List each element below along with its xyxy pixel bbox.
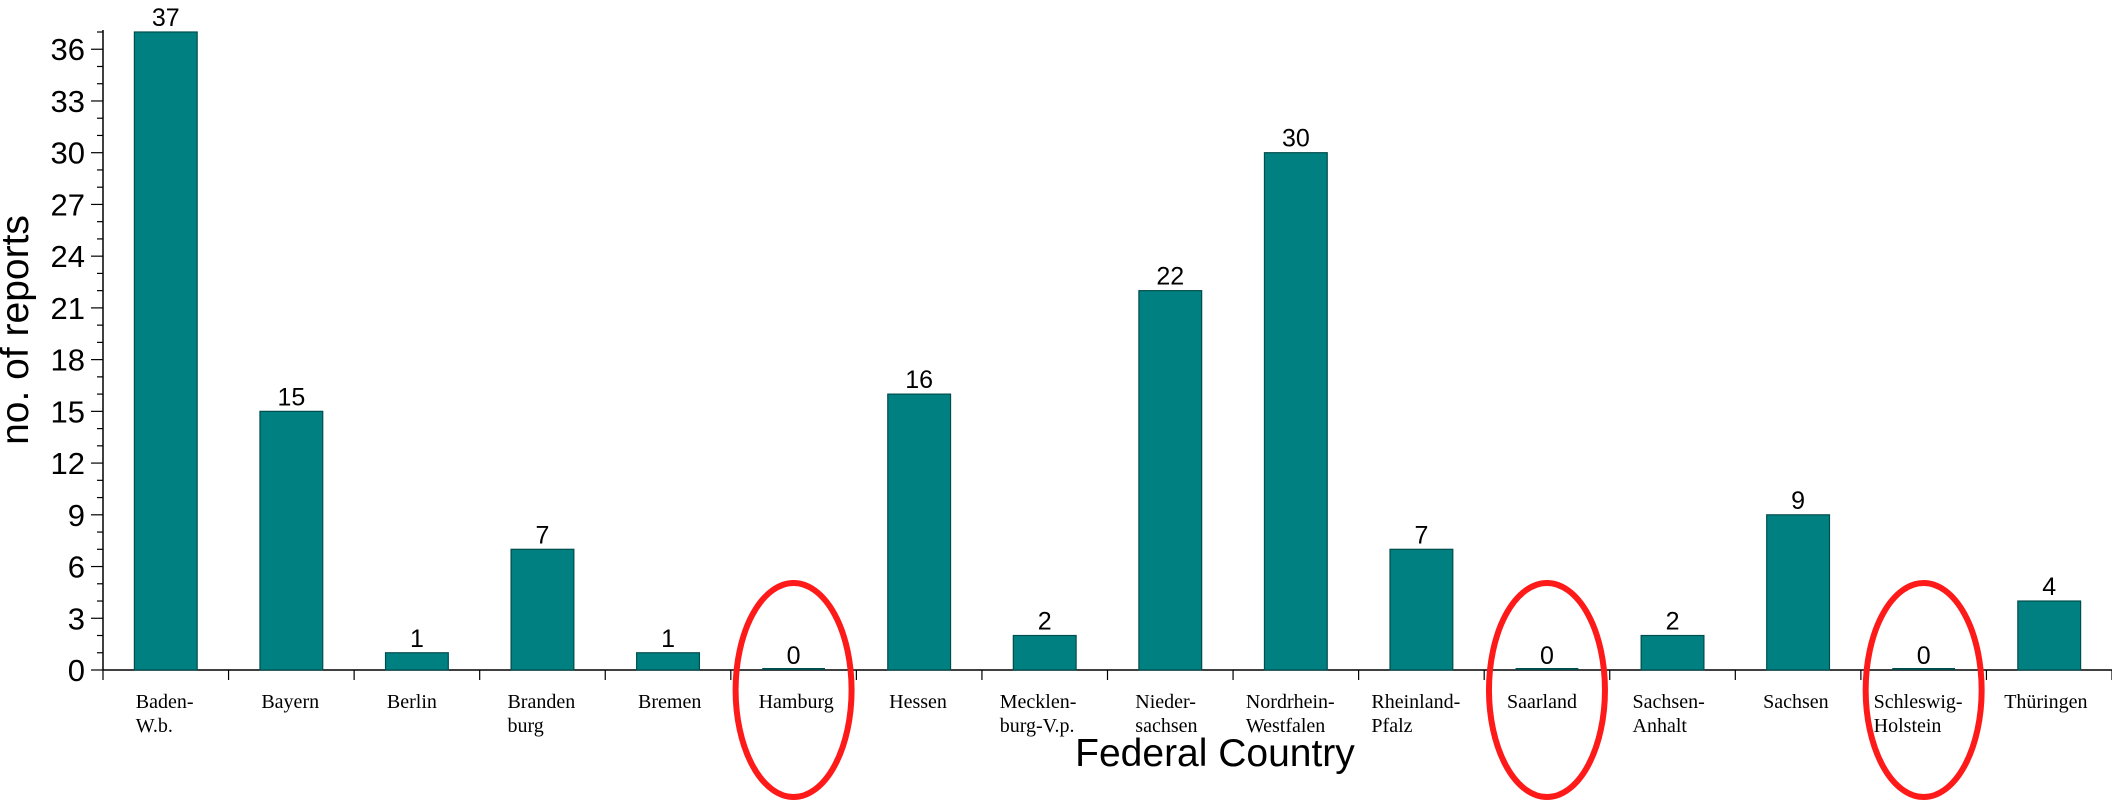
bar: [887, 393, 952, 671]
y-axis-title: no. of reports: [0, 215, 37, 445]
highlight-ellipse: [732, 580, 855, 800]
bar: [636, 652, 701, 671]
x-category-label-line: Saarland: [1507, 691, 1577, 713]
bar-value-label: 4: [2042, 573, 2056, 601]
bar-value-label: 7: [536, 521, 550, 549]
x-category-label: Nordrhein-Westfalen: [1246, 691, 1335, 737]
x-axis: [102, 669, 2112, 680]
highlight-ellipse: [1485, 580, 1608, 800]
bar-value-label: 0: [1917, 642, 1931, 670]
x-category-label: Nieder-sachsen: [1135, 691, 1197, 737]
y-tick-label: 21: [51, 291, 85, 326]
bars: [133, 31, 2082, 671]
x-category-label: Hessen: [889, 691, 947, 713]
bar-value-label: 37: [152, 4, 180, 32]
y-tick-label: 18: [51, 343, 85, 378]
bar: [1766, 514, 1831, 671]
bar-value-label: 0: [1540, 642, 1554, 670]
bar-value-label: 7: [1414, 521, 1428, 549]
bar: [1640, 634, 1705, 671]
x-category-label-line: Anhalt: [1633, 715, 1688, 737]
x-category-label-line: Schleswig-: [1874, 691, 1963, 713]
bar: [1263, 152, 1328, 671]
x-axis-title: Federal Country: [1075, 732, 1355, 775]
bar-value-label: 22: [1156, 263, 1184, 291]
bar: [259, 410, 324, 671]
bar-value-label: 9: [1791, 487, 1805, 515]
y-tick-label: 3: [68, 601, 85, 636]
x-category-label: Bremen: [638, 691, 701, 713]
bar-value-label: 2: [1666, 608, 1680, 636]
x-category-label-line: Pfalz: [1371, 715, 1412, 737]
bar: [1138, 290, 1203, 671]
bar: [1012, 634, 1077, 671]
x-category-label-line: Mecklen-: [1000, 691, 1077, 713]
y-tick-label: 12: [51, 446, 85, 481]
x-category-label: Rheinland-Pfalz: [1371, 691, 1460, 737]
x-category-label-line: Rheinland-: [1371, 691, 1460, 713]
bar: [133, 31, 198, 671]
x-category-label: Bayern: [261, 691, 319, 713]
x-category-label: Sachsen-Anhalt: [1633, 691, 1705, 737]
bar-value-label: 1: [661, 625, 675, 653]
y-tick-label: 9: [68, 498, 85, 533]
category-labels: Baden-W.b. Bayern Berlin Branden burg Bremen H…: [136, 691, 2088, 737]
x-category-label-line: Hessen: [889, 691, 947, 713]
y-tick-label: 33: [51, 84, 85, 119]
x-category-label: Mecklen-burg-V.p.: [1000, 691, 1077, 737]
x-category-label-line: Berlin: [387, 691, 437, 713]
y-tick-label: 15: [51, 394, 85, 429]
x-category-label-line: Westfalen: [1246, 715, 1325, 737]
x-category-label-line: Hamburg: [759, 691, 834, 713]
bar-value-label: 30: [1282, 125, 1310, 153]
x-category-label: Baden-W.b.: [136, 691, 194, 737]
x-category-label: Branden burg: [507, 691, 575, 737]
bar-value-label: 16: [905, 366, 933, 394]
x-category-label-line: sachsen: [1135, 715, 1197, 737]
bar-value-label: 15: [277, 383, 305, 411]
x-category-label-line: Sachsen: [1763, 691, 1829, 713]
x-category-label: Thüringen: [2004, 691, 2087, 713]
bar-value-label: 2: [1038, 608, 1052, 636]
bar: [384, 652, 449, 671]
x-category-label-line: Thüringen: [2004, 691, 2087, 713]
x-category-label-line: Bremen: [638, 691, 701, 713]
bar-value-label: 1: [410, 625, 424, 653]
y-tick-label: 6: [68, 550, 85, 585]
x-category-label: Hamburg: [759, 691, 834, 713]
y-tick-label: 27: [51, 187, 85, 222]
x-category-label-line: burg: [507, 715, 543, 737]
x-category-label-line: W.b.: [136, 715, 173, 737]
y-tick-label: 0: [68, 653, 85, 688]
bar: [2017, 600, 2082, 671]
x-category-label: Saarland: [1507, 691, 1577, 713]
x-category-label-line: Holstein: [1874, 715, 1942, 737]
bar: [1389, 548, 1454, 671]
x-category-label: Berlin: [387, 691, 437, 713]
bar-value-label: 0: [787, 642, 801, 670]
x-category-label-line: Baden-: [136, 691, 194, 713]
y-tick-label: 30: [51, 136, 85, 171]
bar: [510, 548, 575, 671]
x-category-label-line: Sachsen-: [1633, 691, 1705, 713]
highlight-circles: [732, 580, 1985, 800]
x-category-label-line: Branden: [507, 691, 575, 713]
x-category-label: Schleswig-Holstein: [1874, 691, 1963, 737]
x-category-label-line: Nieder-: [1135, 691, 1196, 713]
y-tick-label: 24: [51, 239, 85, 274]
y-tick-label: 36: [51, 32, 85, 67]
x-category-label-line: Bayern: [261, 691, 319, 713]
x-category-label-line: Nordrhein-: [1246, 691, 1335, 713]
x-category-label: Sachsen: [1763, 691, 1829, 713]
x-category-label-line: burg-V.p.: [1000, 715, 1075, 737]
highlight-ellipse: [1862, 580, 1985, 800]
